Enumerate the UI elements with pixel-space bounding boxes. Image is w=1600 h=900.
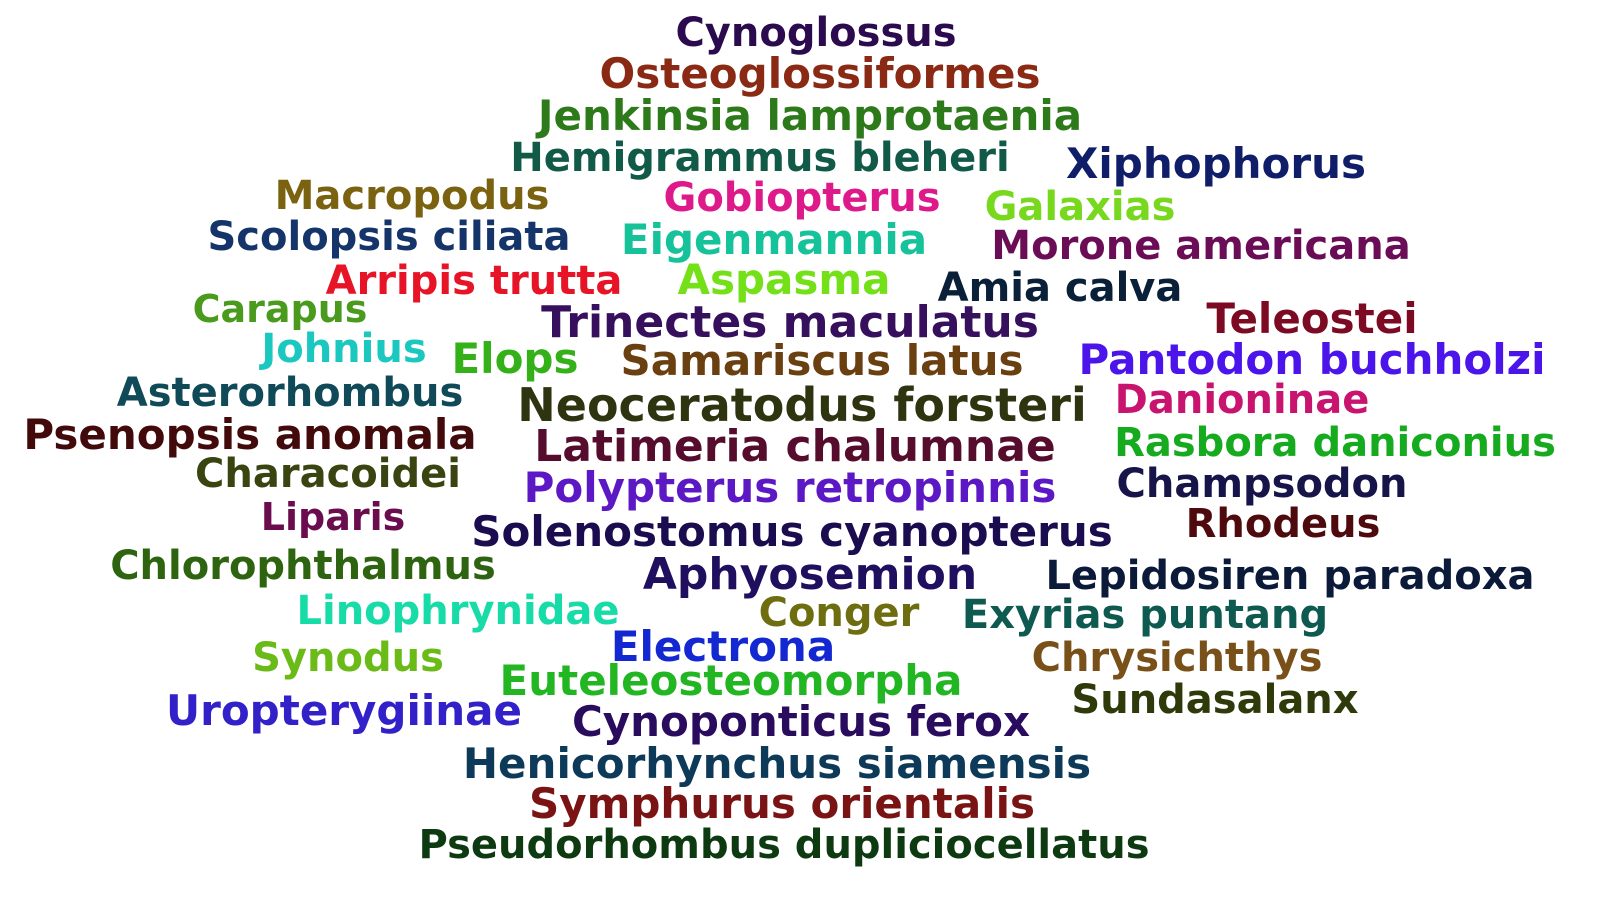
word-aphyosemion: Aphyosemion [642,549,978,600]
word-chlorophthalmus: Chlorophthalmus [110,543,496,589]
word-hemigrammus-bleheri: Hemigrammus bleheri [510,135,1010,181]
word-solenostomus-cyanopterus: Solenostomus cyanopterus [471,507,1113,556]
word-characoidei: Characoidei [195,451,461,497]
word-psenopsis-anomala: Psenopsis anomala [23,410,477,459]
word-pseudorhombus-dupliciocellatus: Pseudorhombus dupliciocellatus [418,822,1150,868]
word-amia-calva: Amia calva [937,265,1183,311]
word-johnius: Johnius [261,326,427,372]
word-cynoponticus-ferox: Cynoponticus ferox [571,697,1031,746]
word-henicorhynchus-siamensis: Henicorhynchus siamensis [462,739,1092,788]
word-pantodon-buchholzi: Pantodon buchholzi [1078,335,1546,384]
word-polypterus-retropinnis: Polypterus retropinnis [523,463,1057,512]
word-trinectes-maculatus: Trinectes maculatus [541,297,1039,348]
word-cynoglossus: Cynoglossus [675,10,957,56]
word-arripis-trutta: Arripis trutta [325,258,623,304]
word-linophrynidae: Linophrynidae [296,588,620,634]
word-carapus: Carapus [192,287,368,331]
word-gobiopterus: Gobiopterus [663,175,941,221]
word-xiphophorus: Xiphophorus [1065,139,1367,188]
word-osteoglossiformes: Osteoglossiformes [599,49,1041,98]
word-asterorhombus: Asterorhombus [116,370,464,416]
word-conger: Conger [758,590,920,636]
word-scolopsis-ciliata: Scolopsis ciliata [207,214,571,260]
word-chrysichthys: Chrysichthys [1031,635,1323,681]
word-teleostei: Teleostei [1206,294,1418,343]
word-symphurus-orientalis: Symphurus orientalis [528,779,1036,828]
word-morone-americana: Morone americana [991,223,1411,269]
word-danioninae: Danioninae [1114,377,1370,423]
word-jenkinsia-lamprotaenia: Jenkinsia lamprotaenia [537,91,1083,140]
word-exyrias-puntang: Exyrias puntang [961,592,1329,638]
word-rhodeus: Rhodeus [1185,501,1381,547]
word-sundasalanx: Sundasalanx [1071,677,1359,723]
word-macropodus: Macropodus [274,173,550,219]
word-champsodon: Champsodon [1116,461,1408,507]
word-aspasma: Aspasma [677,255,891,304]
word-samariscus-latus: Samariscus latus [620,336,1024,385]
word-eigenmannia: Eigenmannia [620,215,928,264]
word-synodus: Synodus [252,635,444,681]
word-rasbora-daniconius: Rasbora daniconius [1114,420,1556,466]
word-euteleosteomorpha: Euteleosteomorpha [499,656,963,705]
word-neoceratodus-forsteri: Neoceratodus forsteri [517,378,1087,432]
word-electrona: Electrona [610,622,836,671]
word-latimeria-chalumnae: Latimeria chalumnae [534,421,1056,472]
word-elops: Elops [451,334,579,383]
word-lepidosiren-paradoxa: Lepidosiren paradoxa [1045,553,1535,599]
word-liparis: Liparis [260,495,406,539]
word-uropterygiinae: Uropterygiinae [166,686,522,735]
word-galaxias: Galaxias [984,184,1176,230]
